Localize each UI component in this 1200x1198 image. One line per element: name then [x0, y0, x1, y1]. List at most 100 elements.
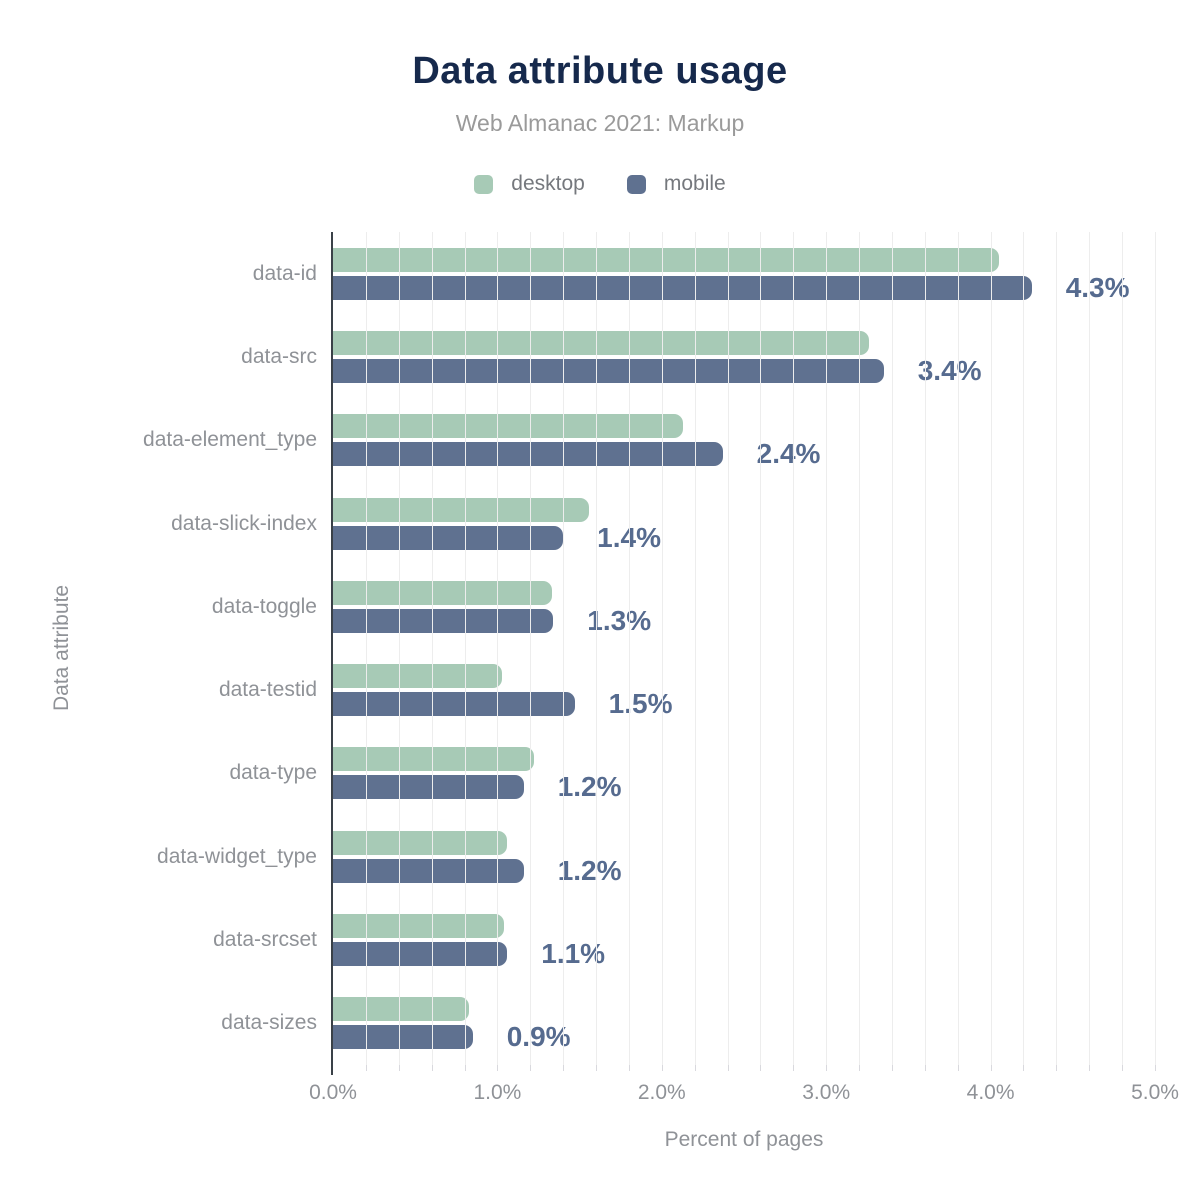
category-label: data-srcset — [213, 928, 317, 952]
chart-subtitle: Web Almanac 2021: Markup — [455, 110, 745, 136]
x-axis-tickmark — [793, 1065, 795, 1071]
x-axis-tickmark — [431, 1065, 433, 1071]
x-axis-tick-labels: 0.0% 1.0% 2.0% 3.0% 4.0% 5.0% — [309, 1081, 1179, 1107]
value-label: 1.2% — [557, 854, 622, 886]
category-label: data-element_type — [143, 428, 317, 452]
gridline — [1023, 232, 1025, 1065]
gridline — [628, 232, 630, 1065]
x-axis-tickmark — [530, 1065, 532, 1071]
x-axis-tickmark — [760, 1065, 762, 1071]
mobile-bar-data-widget_type[interactable]: 1.2% — [333, 855, 622, 886]
gridline — [1089, 232, 1091, 1065]
mobile-bar-data-element_type[interactable]: 2.4% — [333, 438, 820, 469]
gridline — [957, 232, 959, 1065]
x-axis-tick-label: 4.0% — [966, 1081, 1015, 1104]
gridline — [661, 232, 663, 1065]
gridline — [431, 232, 433, 1065]
gridline — [530, 232, 532, 1065]
mobile-bar-data-src[interactable]: 3.4% — [333, 355, 982, 386]
value-label: 0.9% — [506, 1021, 571, 1053]
gridline — [727, 232, 729, 1065]
desktop-bar-data-widget_type[interactable] — [333, 830, 508, 855]
bar-group-data-type: data-type 1.2% — [229, 732, 1155, 815]
y-axis-title: Data attribute — [50, 584, 73, 712]
mobile-bar-data-type[interactable]: 1.2% — [333, 771, 622, 802]
mobile-swatch-icon — [626, 174, 646, 194]
mobile-bar-data-id[interactable]: 4.3% — [333, 272, 1130, 303]
x-axis-tickmark — [694, 1065, 696, 1071]
desktop-bar-data-slick-index[interactable] — [333, 497, 590, 522]
value-label: 1.1% — [541, 938, 606, 970]
category-label: data-widget_type — [157, 844, 317, 868]
x-axis-tickmark — [859, 1065, 861, 1071]
x-axis-tickmark — [924, 1065, 926, 1071]
category-label: data-type — [229, 761, 317, 785]
x-axis-tickmark — [563, 1065, 565, 1071]
desktop-bar-data-src[interactable] — [333, 330, 869, 355]
bar-group-data-src: data-src 3.4% — [241, 315, 1155, 398]
gridline — [596, 232, 598, 1065]
x-axis-tickmark — [727, 1065, 729, 1071]
x-axis-tickmark — [826, 1065, 828, 1071]
gridline — [891, 232, 893, 1065]
value-label: 4.3% — [1065, 271, 1130, 303]
desktop-bar-data-srcset[interactable] — [333, 914, 504, 939]
mobile-bar-data-srcset[interactable]: 1.1% — [333, 938, 605, 969]
desktop-bar-data-toggle[interactable] — [333, 580, 552, 605]
x-axis-tickmark — [1155, 1065, 1156, 1071]
x-axis-tickmark — [957, 1065, 959, 1071]
bar-group-data-id: data-id 4.3% — [253, 232, 1155, 315]
x-axis-tick-label: 0.0% — [309, 1081, 357, 1104]
x-axis-tickmark — [1056, 1065, 1058, 1071]
desktop-bar-data-element_type[interactable] — [333, 414, 684, 439]
x-axis-tick-label: 3.0% — [802, 1081, 851, 1104]
x-axis-tickmark — [1122, 1065, 1124, 1071]
mobile-bar-data-toggle[interactable]: 1.3% — [333, 605, 651, 636]
value-label: 3.4% — [917, 354, 982, 386]
bar-group-data-widget_type: data-widget_type 1.2% — [157, 815, 1155, 898]
gridline — [563, 232, 565, 1065]
x-axis-tick-label: 2.0% — [637, 1081, 686, 1104]
gridline — [924, 232, 926, 1065]
legend-item-mobile[interactable]: mobile — [626, 172, 726, 196]
desktop-swatch-icon — [474, 174, 494, 194]
y-axis-line — [331, 232, 333, 1075]
bar-group-data-slick-index: data-slick-index 1.4% — [171, 482, 1155, 565]
x-axis-tickmark — [464, 1065, 466, 1071]
x-axis-tickmark — [1089, 1065, 1091, 1071]
desktop-bar-data-testid[interactable] — [333, 664, 503, 689]
legend-label-mobile: mobile — [663, 172, 726, 195]
category-label: data-toggle — [211, 594, 317, 618]
legend: desktop mobile — [0, 172, 1200, 196]
bar-group-data-element_type: data-element_type 2.4% — [143, 399, 1155, 482]
x-axis-tickmark — [990, 1065, 992, 1071]
bar-group-data-toggle: data-toggle 1.3% — [212, 565, 1155, 648]
plot-area: data-id 4.3% data-src 3.4% data-element_type… — [143, 232, 1179, 1104]
x-axis-tick-label: 1.0% — [473, 1081, 522, 1104]
gridline — [1122, 232, 1124, 1065]
gridline — [760, 232, 762, 1065]
gridline — [793, 232, 795, 1065]
desktop-bar-data-sizes[interactable] — [333, 997, 470, 1022]
gridline — [1155, 232, 1156, 1065]
bar-group-data-sizes: data-sizes 0.9% — [221, 982, 1155, 1065]
bar-group-data-testid: data-testid 1.5% — [219, 648, 1155, 731]
x-axis-tickmark — [398, 1065, 400, 1071]
category-label: data-testid — [218, 678, 317, 702]
gridline — [497, 232, 499, 1065]
gridline — [1056, 232, 1058, 1065]
category-label: data-slick-index — [171, 511, 317, 535]
mobile-bar-data-slick-index[interactable]: 1.4% — [333, 522, 661, 553]
desktop-bar-data-id[interactable] — [333, 247, 999, 272]
x-axis-tickmark — [661, 1065, 663, 1071]
mobile-bar-data-testid[interactable]: 1.5% — [333, 688, 672, 719]
legend-item-desktop[interactable]: desktop — [474, 172, 585, 196]
bar-group-data-srcset: data-srcset 1.1% — [213, 898, 1155, 981]
mobile-bar-data-sizes[interactable]: 0.9% — [333, 1021, 571, 1052]
value-label: 1.3% — [587, 604, 652, 636]
gridline — [859, 232, 861, 1065]
desktop-bar-data-type[interactable] — [333, 747, 534, 772]
x-axis-tickmark — [365, 1065, 367, 1071]
value-label: 2.4% — [756, 438, 821, 470]
